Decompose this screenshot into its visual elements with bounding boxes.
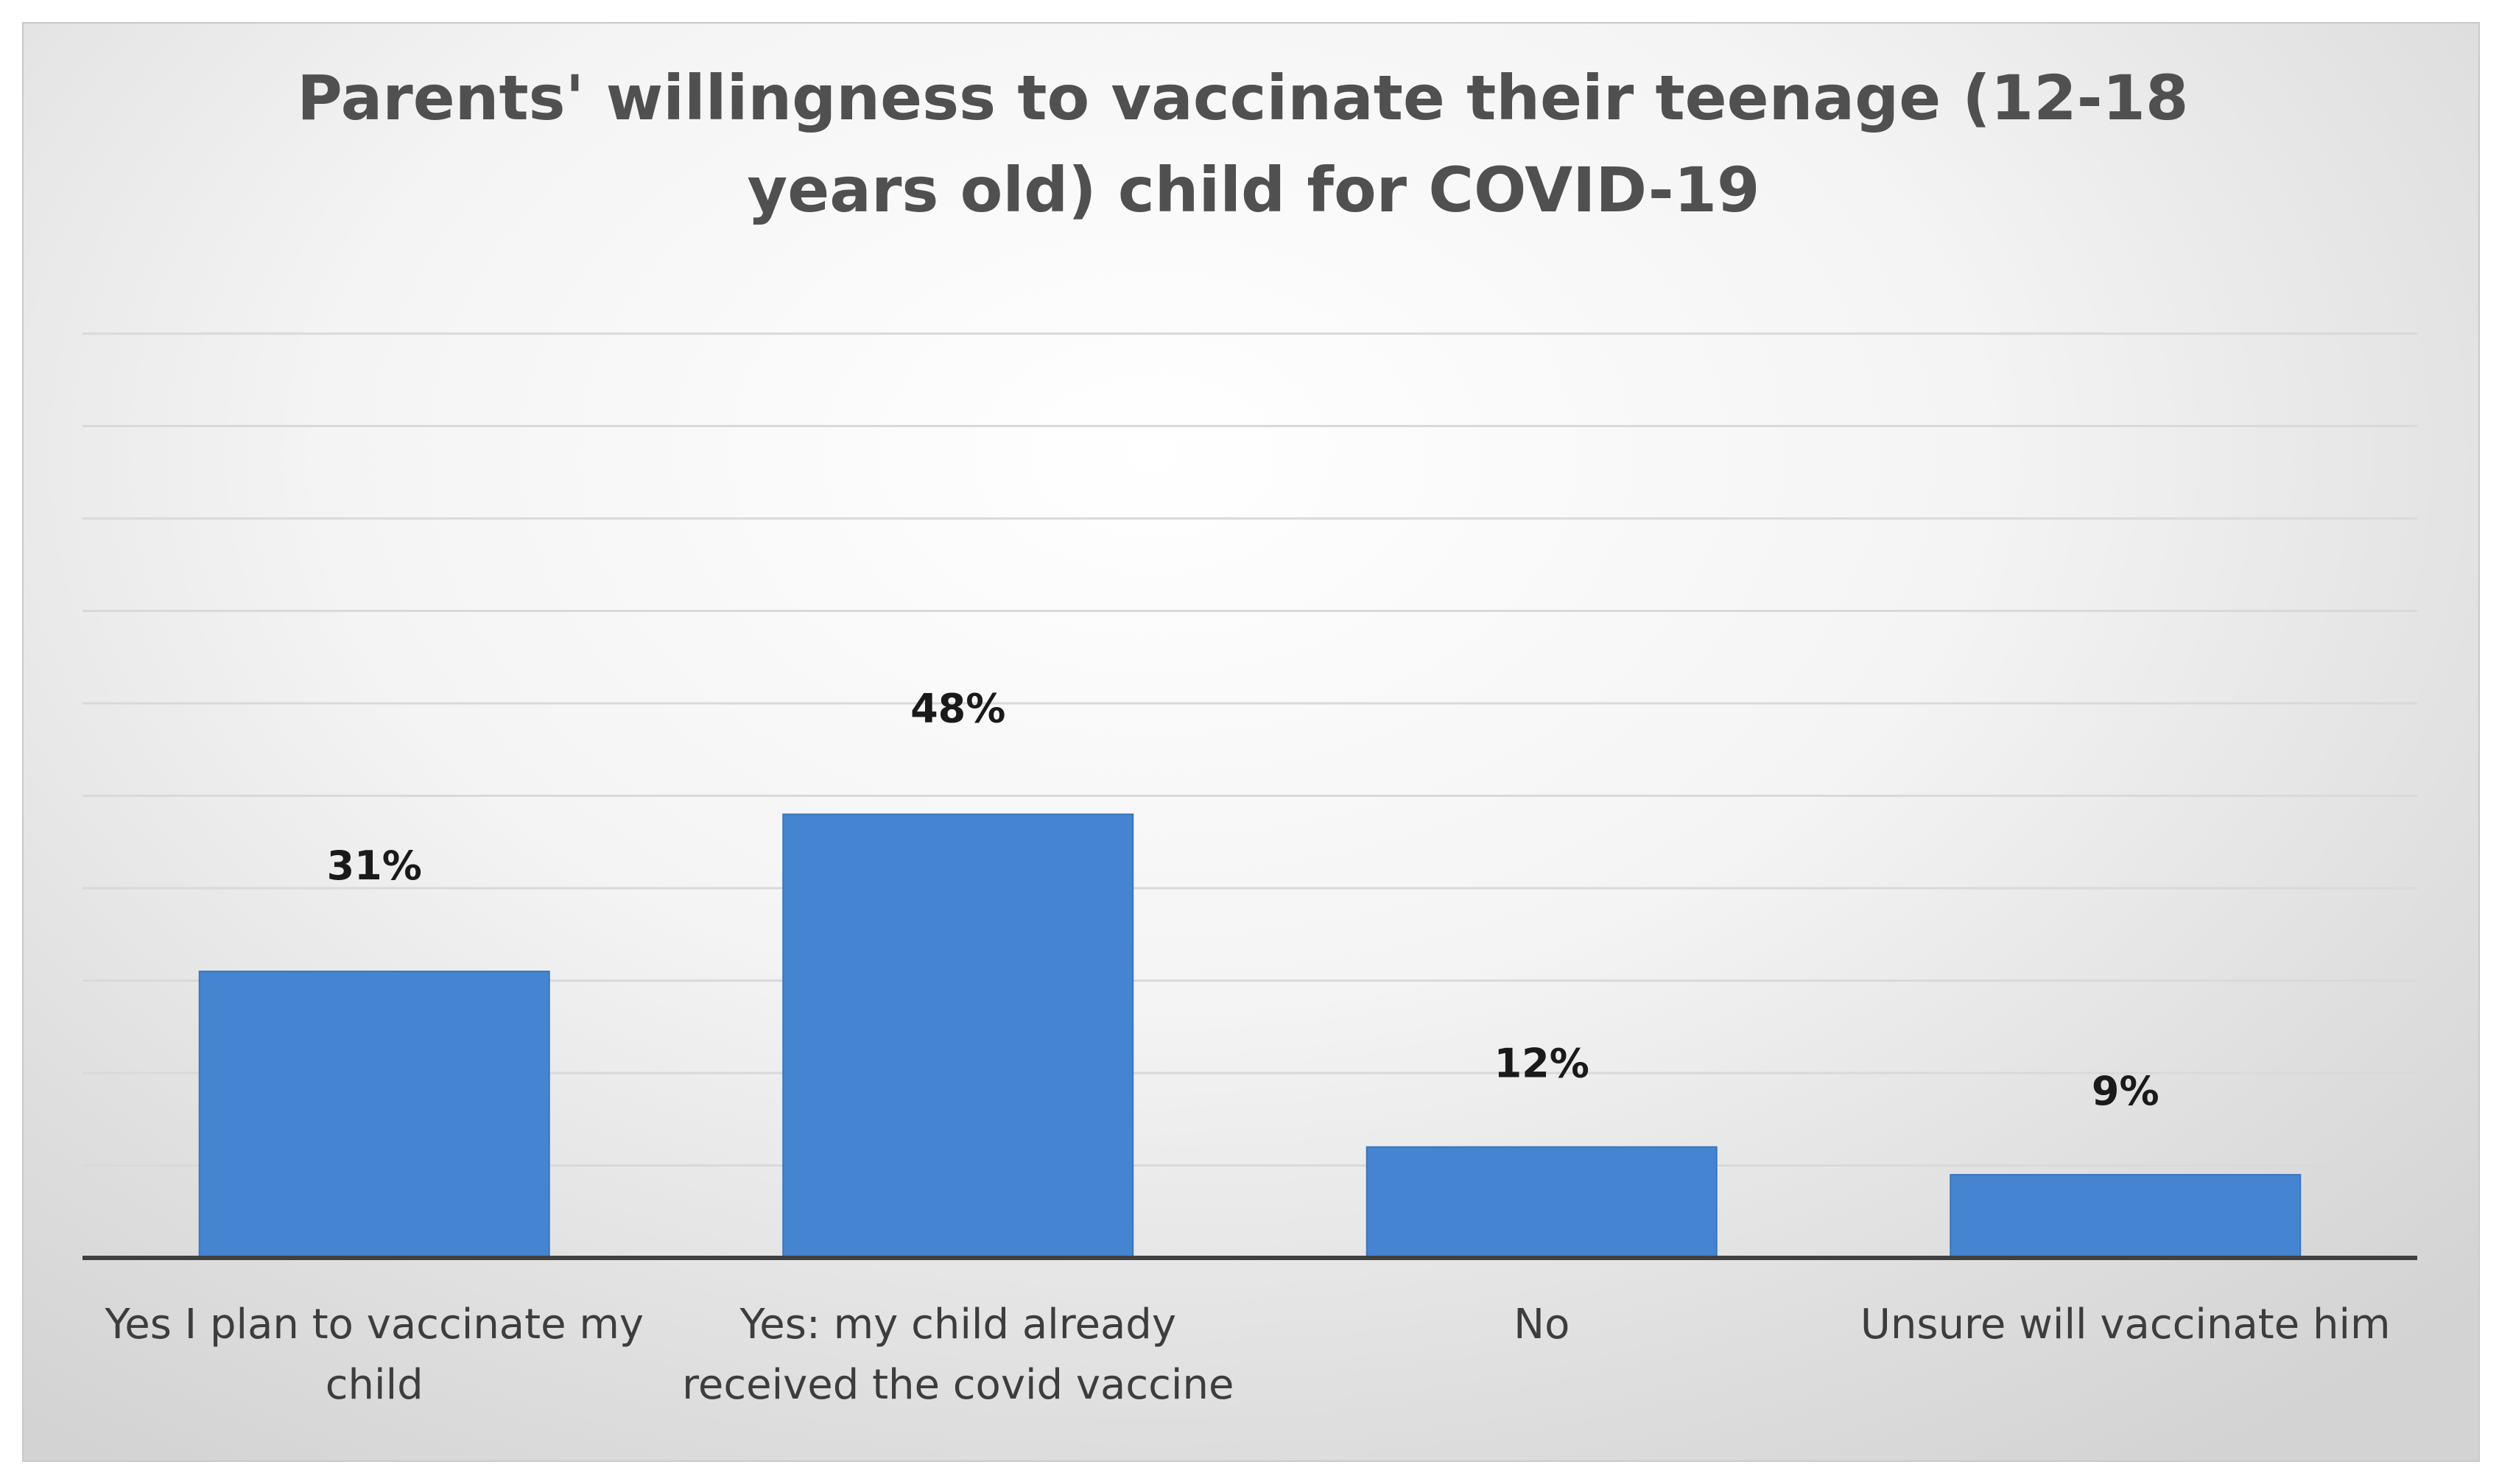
category-label-3: No xyxy=(1514,1301,1570,1348)
category-label-1: Yes I plan to vaccinate my child xyxy=(104,1301,644,1409)
bar-chart: Parents' willingness to vaccinate their … xyxy=(82,62,2417,1409)
bars xyxy=(198,813,2302,1259)
data-labels: 31% 48% 12% 9% xyxy=(327,686,2159,1114)
bar-3 xyxy=(1366,1146,1718,1259)
category-label-2-line-1: Yes: my child already xyxy=(739,1301,1176,1348)
data-label-3: 12% xyxy=(1494,1040,1589,1086)
category-label-1-line-1: Yes I plan to vaccinate my xyxy=(104,1301,644,1348)
category-label-3-line-1: No xyxy=(1514,1301,1570,1348)
bar-4 xyxy=(1950,1174,2302,1259)
bar-1 xyxy=(198,970,550,1259)
data-label-4: 9% xyxy=(2092,1068,2159,1114)
data-label-2: 48% xyxy=(910,686,1005,732)
chart-title: Parents' willingness to vaccinate their … xyxy=(297,62,2210,226)
category-label-1-line-2: child xyxy=(326,1361,423,1409)
category-label-4: Unsure will vaccinate him xyxy=(1860,1301,2391,1348)
category-labels: Yes I plan to vaccinate my child Yes: my c… xyxy=(104,1301,2390,1409)
category-label-2: Yes: my child already received the covid … xyxy=(682,1301,1234,1409)
chart-title-line-1: Parents' willingness to vaccinate their … xyxy=(297,62,2188,134)
category-label-2-line-2: received the covid vaccine xyxy=(682,1361,1234,1409)
category-label-4-line-1: Unsure will vaccinate him xyxy=(1860,1301,2391,1348)
chart-title-line-2: years old) child for COVID-19 xyxy=(748,154,1760,226)
chart-frame: Parents' willingness to vaccinate their … xyxy=(22,22,2480,1462)
data-label-1: 31% xyxy=(327,843,422,889)
bar-2 xyxy=(782,813,1134,1259)
